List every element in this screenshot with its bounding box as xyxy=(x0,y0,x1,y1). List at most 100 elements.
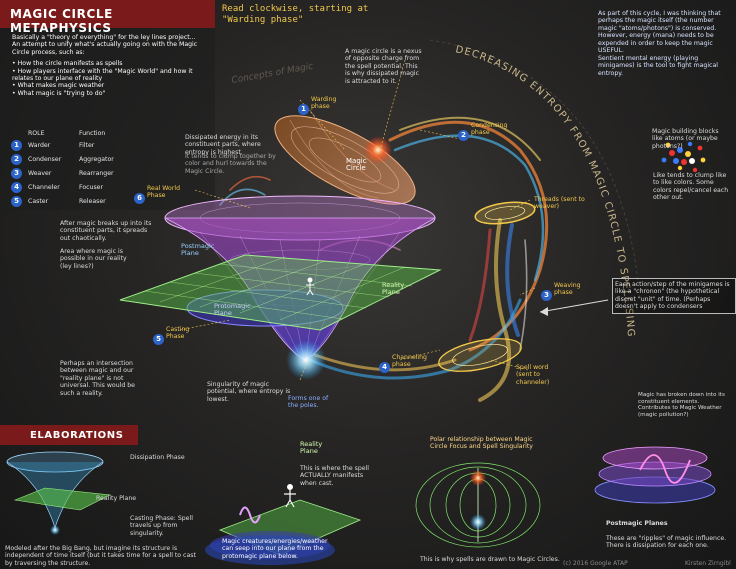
elab-creatures: Magic creatures/energies/weather can see… xyxy=(222,538,328,560)
phase-label-text: Real World Phase xyxy=(147,185,181,200)
role-table-header: ROLE Function xyxy=(8,128,117,138)
watermark: Concepts of Magic xyxy=(231,62,314,86)
reality-badge: Reality Plane xyxy=(283,439,343,459)
elab-reality-plane: Reality Plane xyxy=(96,495,137,502)
phase-label-text: Channeling phase xyxy=(392,354,427,369)
singularity-pole xyxy=(470,514,486,530)
threads-label: Threads (sent to weaver) xyxy=(534,196,585,211)
magic-circle-label: Magic Circle xyxy=(346,157,367,173)
reality-badge-title: Reality Plane xyxy=(300,440,323,456)
role-name: Channeler xyxy=(28,183,60,191)
phase-label-text: Warding phase xyxy=(311,96,337,111)
chronon-arrow-head xyxy=(540,307,548,316)
person-figure xyxy=(306,277,314,296)
note-dissipated: Dissipated energy in its constituent par… xyxy=(185,134,261,156)
role-table: ROLE Function 1 Warder Filter 2 Condenser Ag… xyxy=(8,128,117,208)
role-row: 3 Weaver Rearranger xyxy=(8,166,117,180)
atom-cluster xyxy=(661,141,706,173)
postmagic-ripples xyxy=(594,446,716,504)
phase-label-casting: 5 Casting Phase xyxy=(153,326,189,345)
role-name: Caster xyxy=(28,197,49,205)
role-function: Rearranger xyxy=(79,169,114,177)
intro-block: Basically a "theory of everything" for t… xyxy=(12,34,202,97)
intro-backdrop xyxy=(0,0,215,210)
reality-plane-label: Reality Plane xyxy=(382,281,405,297)
channeling-disc xyxy=(438,338,522,372)
phase-number-badge: 5 xyxy=(153,334,164,345)
phase-label-text: Weaving phase xyxy=(554,282,581,297)
note-blocks: Magic building blocks like atoms (or may… xyxy=(652,128,719,150)
elab-drawn: This is why spells are drawn to Magic Ci… xyxy=(420,556,560,563)
weaving-ring xyxy=(474,201,536,225)
phase-number-badge: 5 xyxy=(11,195,22,207)
note-sentient: Sentient mental energy (playing minigame… xyxy=(598,55,718,77)
note-intersection: Perhaps an intersection between magic an… xyxy=(60,360,135,397)
focus-pole xyxy=(470,470,486,486)
note-broken-down: Magic has broken down into its constitue… xyxy=(638,392,725,418)
elab-casting: Casting Phase: Spell travels up from sin… xyxy=(130,515,193,537)
elab-dissipation: Dissipation Phase xyxy=(130,454,185,461)
elab-bigbang: Modeled after the Big Bang, but imagine … xyxy=(5,545,196,567)
role-function: Releaser xyxy=(79,197,106,205)
elab-polar: Polar relationship between Magic Circle … xyxy=(430,436,533,451)
phase-number-badge: 6 xyxy=(134,193,145,204)
phase-number-badge: 3 xyxy=(541,290,552,301)
phase-label-weaving: 3 Weaving phase xyxy=(541,282,581,301)
intro-text: Basically a "theory of everything" for t… xyxy=(12,34,198,56)
phase-label-condensing: 2 Condensing phase xyxy=(458,122,507,141)
intro-bullet: • How players interface with the "Magic … xyxy=(12,67,193,83)
role-header: ROLE xyxy=(28,129,45,137)
elab-manifests: This is where the spell ACTUALLY manifes… xyxy=(300,465,370,487)
chronon-arrow xyxy=(539,299,609,313)
note-nexus: A magic circle is a nexus of opposite ch… xyxy=(345,48,422,85)
intro-bullet: • How the circle manifests as spells xyxy=(12,60,123,68)
phase-number-badge: 2 xyxy=(458,130,469,141)
protomagic-plane-label: Protomagic Plane xyxy=(214,302,251,318)
role-name: Warder xyxy=(28,141,51,149)
copyright-text: (c) 2016 Google ATAP xyxy=(563,560,628,567)
phase-number-badge: 2 xyxy=(11,153,22,165)
note-dissipated-clump: It tends to clump together by color and … xyxy=(185,153,276,175)
phase-number-badge: 1 xyxy=(11,139,22,151)
role-name: Condenser xyxy=(28,155,62,163)
function-header: Function xyxy=(79,129,106,137)
role-row: 1 Warder Filter xyxy=(8,138,117,152)
page-subtitle: Read clockwise, starting at "Warding pha… xyxy=(222,4,369,25)
page-title: MAGIC CIRCLE METAPHYSICS xyxy=(10,7,113,35)
role-row: 5 Caster Releaser xyxy=(8,194,117,208)
elaborations-bar: ELABORATIONS xyxy=(0,425,138,445)
note-poles: Forms one of the poles. xyxy=(288,395,329,410)
phase-number-badge: 4 xyxy=(379,362,390,373)
phase-label-real-world: 6 Real World Phase xyxy=(134,185,180,204)
elab-postmagic-title: Postmagic Planes xyxy=(606,520,668,527)
author-text: Kirsten Zirngibl xyxy=(685,560,731,567)
role-name: Weaver xyxy=(28,169,52,177)
phase-label-warding: 1 Warding phase xyxy=(298,96,336,115)
note-chronon: Each action/step of the minigames is lik… xyxy=(612,278,736,314)
role-row: 2 Condenser Aggregator xyxy=(8,152,117,166)
reality-grid-plane xyxy=(119,254,442,331)
phase-label-text: Condensing phase xyxy=(471,122,508,137)
note-area: Area where magic is possible in our real… xyxy=(60,248,127,270)
elab-ripples: These are "ripples" of magic influence. … xyxy=(606,535,727,550)
note-singularity: Singularity of magic potential, where en… xyxy=(207,381,291,403)
note-after-magic: After magic breaks up into its constitue… xyxy=(60,220,152,242)
title-bar: MAGIC CIRCLE METAPHYSICS xyxy=(0,0,215,35)
phase-number-badge: 4 xyxy=(11,181,22,193)
note-cycle: As part of this cycle, I was thinking th… xyxy=(598,10,721,55)
singularity-glow xyxy=(286,340,326,380)
role-function: Focuser xyxy=(79,183,104,191)
mini-funnel xyxy=(6,451,112,535)
intro-bullet: • What makes magic weather xyxy=(12,82,105,90)
role-function: Filter xyxy=(79,141,95,149)
phase-label-text: Casting Phase xyxy=(166,326,190,341)
intro-bullet: • What magic is "trying to do" xyxy=(12,89,106,97)
callout-lines xyxy=(179,59,536,381)
phase-label-channeling: 4 Channeling phase xyxy=(379,354,427,373)
phase-number-badge: 1 xyxy=(298,104,309,115)
entropy-arc-guide xyxy=(429,39,641,301)
postmagic-plane-label: Postmagic Plane xyxy=(181,242,215,258)
role-row: 4 Channeler Focuser xyxy=(8,180,117,194)
